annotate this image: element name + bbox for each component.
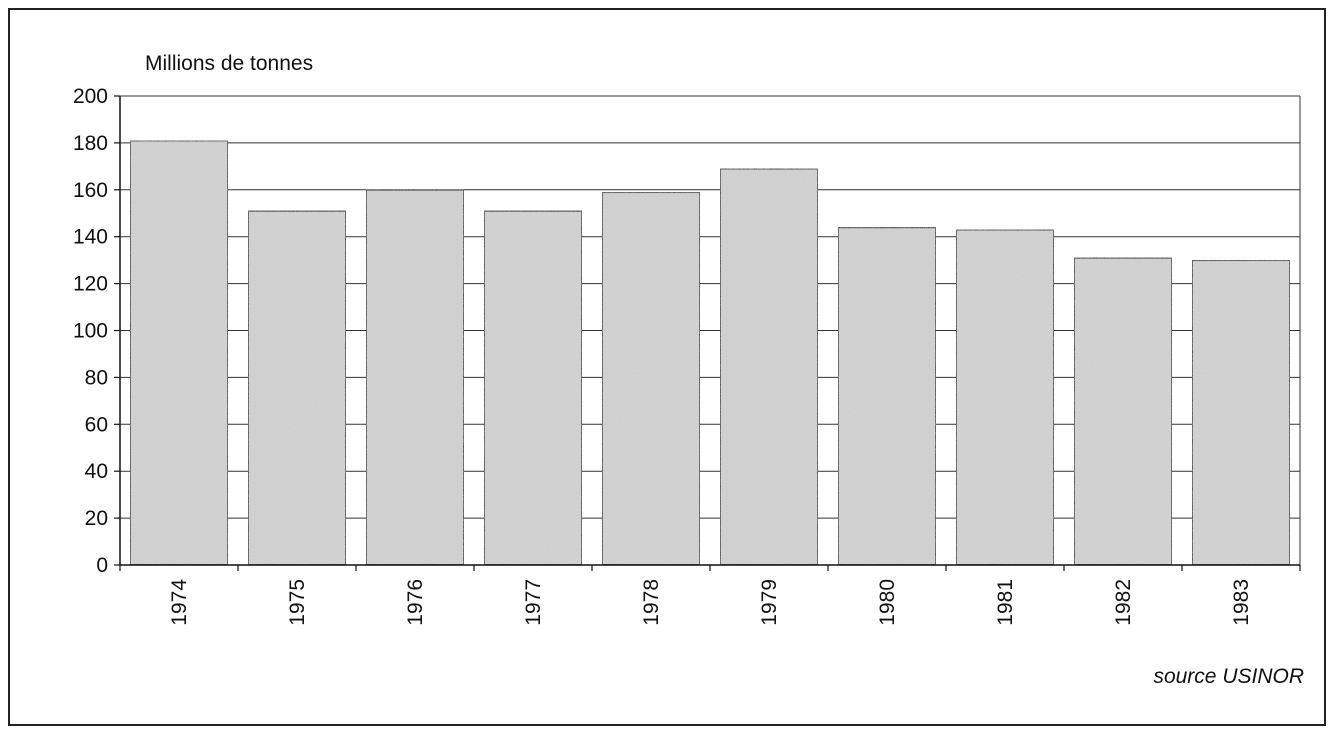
source-annotation: source USINOR	[1153, 665, 1304, 688]
x-tick-label-1979: 1979	[758, 579, 781, 626]
bar-1980	[837, 226, 937, 566]
y-tick-label-160: 160	[73, 179, 108, 202]
x-tick-labels: 1974 1975 1976 1977 1978 1979 1980 1981 1982 1983	[168, 579, 1253, 626]
y-tick-label-100: 100	[73, 320, 108, 343]
x-tick-label-1975: 1975	[286, 579, 309, 626]
y-tick-labels: 0 20 40 60 80 100 120 140 160 180 200	[73, 85, 108, 577]
x-tick-label-1974: 1974	[168, 579, 191, 626]
y-tick-label-40: 40	[85, 460, 108, 483]
x-tick-label-1983: 1983	[1230, 579, 1253, 626]
bar-1974	[129, 139, 229, 566]
y-tick-label-120: 120	[73, 273, 108, 296]
bar-1981	[955, 228, 1055, 566]
y-tick-label-80: 80	[85, 366, 108, 389]
x-tick-label-1981: 1981	[994, 579, 1017, 626]
bar-1979	[719, 167, 819, 566]
x-tick-label-1982: 1982	[1112, 579, 1135, 626]
x-tick-label-1977: 1977	[522, 579, 545, 626]
y-tick-label-180: 180	[73, 132, 108, 155]
y-tick-label-0: 0	[96, 554, 108, 577]
bar-1975	[247, 210, 347, 566]
y-tick-label-20: 20	[85, 507, 108, 530]
bar-1976	[365, 188, 465, 566]
x-tick-label-1976: 1976	[404, 579, 427, 626]
bars	[129, 139, 1291, 566]
bar-1983	[1191, 259, 1291, 566]
x-tick-label-1978: 1978	[640, 579, 663, 626]
axes	[114, 95, 1301, 571]
x-tick-label-1980: 1980	[876, 579, 899, 626]
y-tick-label-60: 60	[85, 413, 108, 436]
y-axis-title: Millions de tonnes	[145, 52, 313, 75]
bar-1977	[483, 210, 583, 566]
y-tick-label-140: 140	[73, 226, 108, 249]
bar-1982	[1073, 256, 1173, 566]
bar-1978	[601, 191, 701, 566]
y-tick-label-200: 200	[73, 85, 108, 108]
